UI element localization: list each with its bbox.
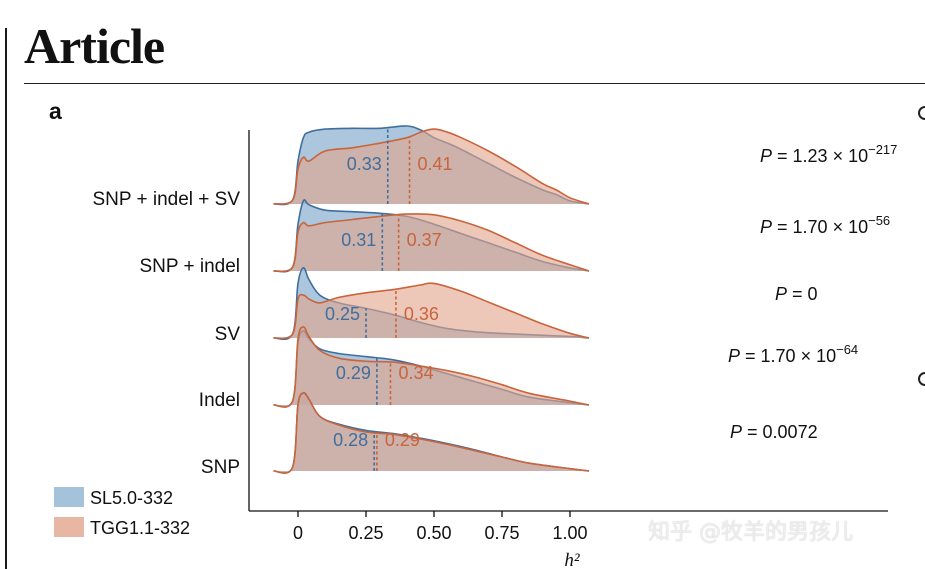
median-label-SL5.0-332: 0.31: [341, 230, 376, 250]
median-label-SL5.0-332: 0.33: [347, 154, 382, 174]
ridge: 0.29 0.34: [273, 326, 590, 408]
median-label-TGG1.1-332: 0.41: [418, 154, 453, 174]
category-label: SV: [215, 324, 241, 345]
watermark: 知乎 @牧羊的男孩儿: [648, 520, 853, 545]
next-panel-edge-mark: [918, 372, 925, 386]
axes-group: SNP + indel + SV P = 1.23 × 10−217 SNP + i…: [92, 130, 897, 569]
x-tick-label: 0.75: [484, 523, 519, 543]
x-axis-label: h²: [564, 550, 580, 569]
density-area-TGG1.1-332: [273, 283, 590, 339]
category-label: SNP: [201, 457, 240, 478]
median-label-TGG1.1-332: 0.34: [398, 363, 433, 383]
ridge: 0.28 0.29: [273, 392, 590, 474]
density-area-TGG1.1-332: [273, 213, 590, 272]
ridge: 0.25 0.36: [273, 267, 590, 341]
x-tick-label: 0.25: [348, 523, 383, 543]
p-value-label: P = 1.70 × 10−64: [728, 342, 858, 366]
median-label-TGG1.1-332: 0.29: [385, 430, 420, 450]
x-tick-label: 0.50: [416, 523, 451, 543]
ridge: 0.31 0.37: [273, 199, 590, 273]
median-label-SL5.0-332: 0.25: [325, 304, 360, 324]
page-left-rule: [5, 28, 7, 569]
median-label-TGG1.1-332: 0.36: [404, 304, 439, 324]
density-line-TGG1.1-332: [273, 128, 590, 205]
density-area-TGG1.1-332: [273, 392, 590, 474]
density-line-TGG1.1-332: [273, 392, 590, 474]
p-value-label: P = 1.23 × 10−217: [760, 142, 897, 166]
median-label-SL5.0-332: 0.28: [333, 430, 368, 450]
category-label: SNP + indel: [139, 256, 240, 277]
article-title: Article: [24, 18, 165, 74]
density-line-TGG1.1-332: [273, 326, 590, 408]
ridges-group: 0.33 0.41 0.31 0.37 0.25 0.36 0.29 0.34 0.28 0.29: [273, 125, 590, 474]
legend-group: SL5.0-332 TGG1.1-332: [54, 487, 190, 538]
ridge: 0.33 0.41: [273, 125, 590, 206]
category-label: Indel: [199, 390, 240, 411]
x-tick-label: 0: [293, 523, 303, 543]
p-value-label: P = 0.0072: [730, 422, 818, 442]
legend-label: SL5.0-332: [90, 488, 173, 508]
p-value-label: P = 0: [775, 284, 818, 304]
category-label: SNP + indel + SV: [92, 189, 240, 210]
density-line-TGG1.1-332: [273, 282, 590, 340]
title-rule: [24, 83, 925, 84]
density-line-TGG1.1-332: [273, 213, 590, 273]
next-panel-edge-mark: [918, 106, 925, 120]
legend-swatch-TGG1.1-332: [54, 517, 84, 537]
median-label-TGG1.1-332: 0.37: [407, 230, 442, 250]
p-value-label: P = 1.70 × 10−56: [760, 213, 890, 237]
legend-label: TGG1.1-332: [90, 518, 190, 538]
x-tick-label: 1.00: [552, 523, 587, 543]
density-area-TGG1.1-332: [273, 326, 590, 408]
panel-label: a: [49, 98, 62, 124]
median-label-SL5.0-332: 0.29: [336, 363, 371, 383]
legend-swatch-SL5.0-332: [54, 487, 84, 507]
